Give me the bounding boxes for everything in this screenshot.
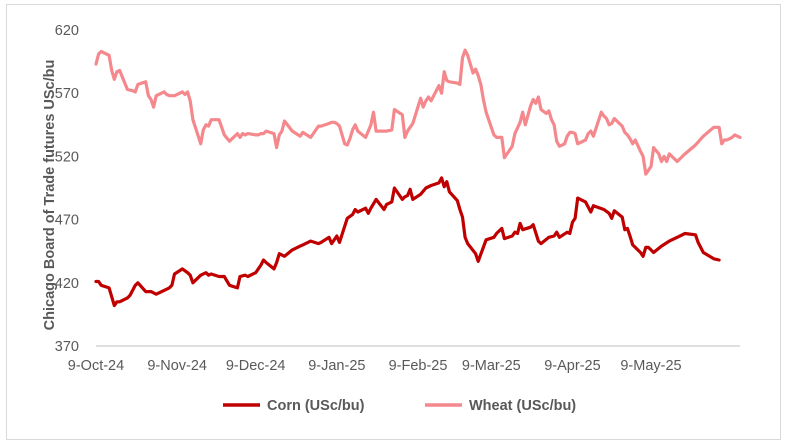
- x-tick-label: 9-Nov-24: [147, 358, 207, 374]
- series-line: [94, 48, 742, 176]
- x-tick-label: 9-Mar-25: [462, 358, 521, 374]
- x-tick-label: 9-Oct-24: [68, 358, 124, 374]
- y-tick-label: 370: [55, 339, 79, 355]
- y-tick-label: 570: [55, 86, 79, 102]
- chart-frame: Chicago Board of Trade futures USc/bu 37…: [6, 4, 781, 440]
- y-tick-label: 470: [55, 213, 79, 229]
- x-tick-label: 9-May-25: [620, 358, 681, 374]
- series-line: [94, 176, 721, 308]
- y-tick-label: 620: [55, 23, 79, 39]
- legend-label: Wheat (USc/bu): [469, 398, 576, 414]
- x-tick-label: 9-Apr-25: [544, 358, 600, 374]
- x-tick-label: 9-Jan-25: [308, 358, 365, 374]
- y-tick-label: 520: [55, 149, 79, 165]
- x-axis: 9-Oct-24 9-Nov-24 9-Dec-24 9-Jan-25 9-Feb-25…: [68, 345, 740, 374]
- line-chart: Chicago Board of Trade futures USc/bu 37…: [42, 23, 742, 414]
- legend: Corn (USc/bu) Wheat (USc/bu): [223, 398, 576, 414]
- y-tick-label: 420: [55, 276, 79, 292]
- x-tick-label: 9-Dec-24: [226, 358, 286, 374]
- y-axis-title: Chicago Board of Trade futures USc/bu: [42, 60, 58, 331]
- plot-area: [94, 48, 742, 308]
- y-axis: 370 420 470 520 570 620: [55, 23, 79, 355]
- legend-label: Corn (USc/bu): [267, 398, 365, 414]
- x-tick-label: 9-Feb-25: [389, 358, 448, 374]
